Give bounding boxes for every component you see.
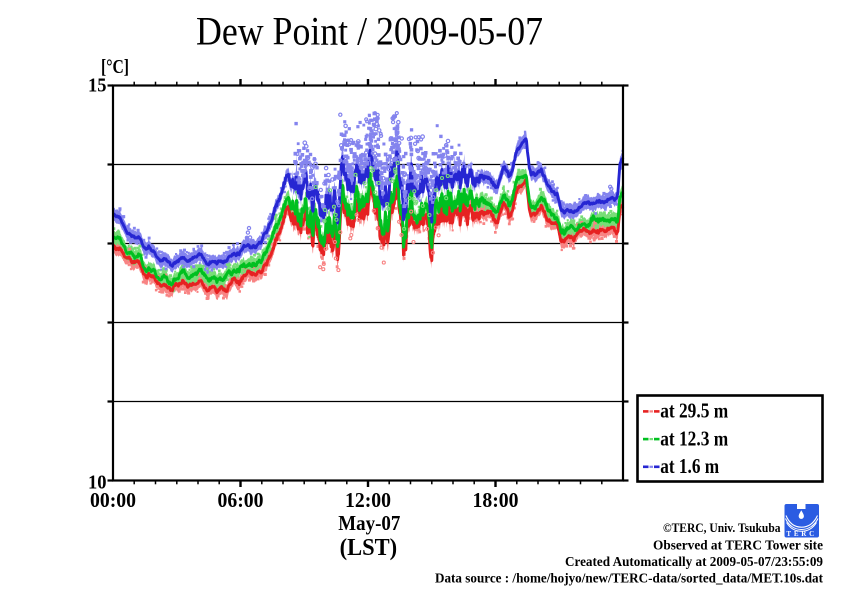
svg-text:06:00: 06:00 [218,488,264,512]
svg-text:15: 15 [88,75,107,97]
svg-text:[°C]: [°C] [101,56,129,78]
svg-text:Created Automatically at 2009-: Created Automatically at 2009-05-07/23:5… [565,555,823,570]
svg-text:TERC: TERC [786,530,817,538]
svg-text:Dew Point / 2009-05-07: Dew Point / 2009-05-07 [196,9,543,54]
svg-text:Data source : /home/hojyo/new/: Data source : /home/hojyo/new/TERC-data/… [435,572,823,587]
svg-text:00:00: 00:00 [90,488,136,512]
svg-text:18:00: 18:00 [473,488,519,512]
svg-text:©TERC, Univ. Tsukuba: ©TERC, Univ. Tsukuba [663,520,781,535]
svg-text:12:00: 12:00 [345,488,391,512]
svg-text:at 12.3 m: at 12.3 m [660,426,728,450]
svg-text:10: 10 [88,472,107,494]
svg-text:(LST): (LST) [340,535,398,561]
svg-text:May-07: May-07 [338,511,400,535]
svg-text:at 1.6 m: at 1.6 m [660,454,719,478]
svg-text:at 29.5 m: at 29.5 m [660,399,728,423]
svg-text:Observed at TERC Tower site: Observed at TERC Tower site [653,539,823,554]
